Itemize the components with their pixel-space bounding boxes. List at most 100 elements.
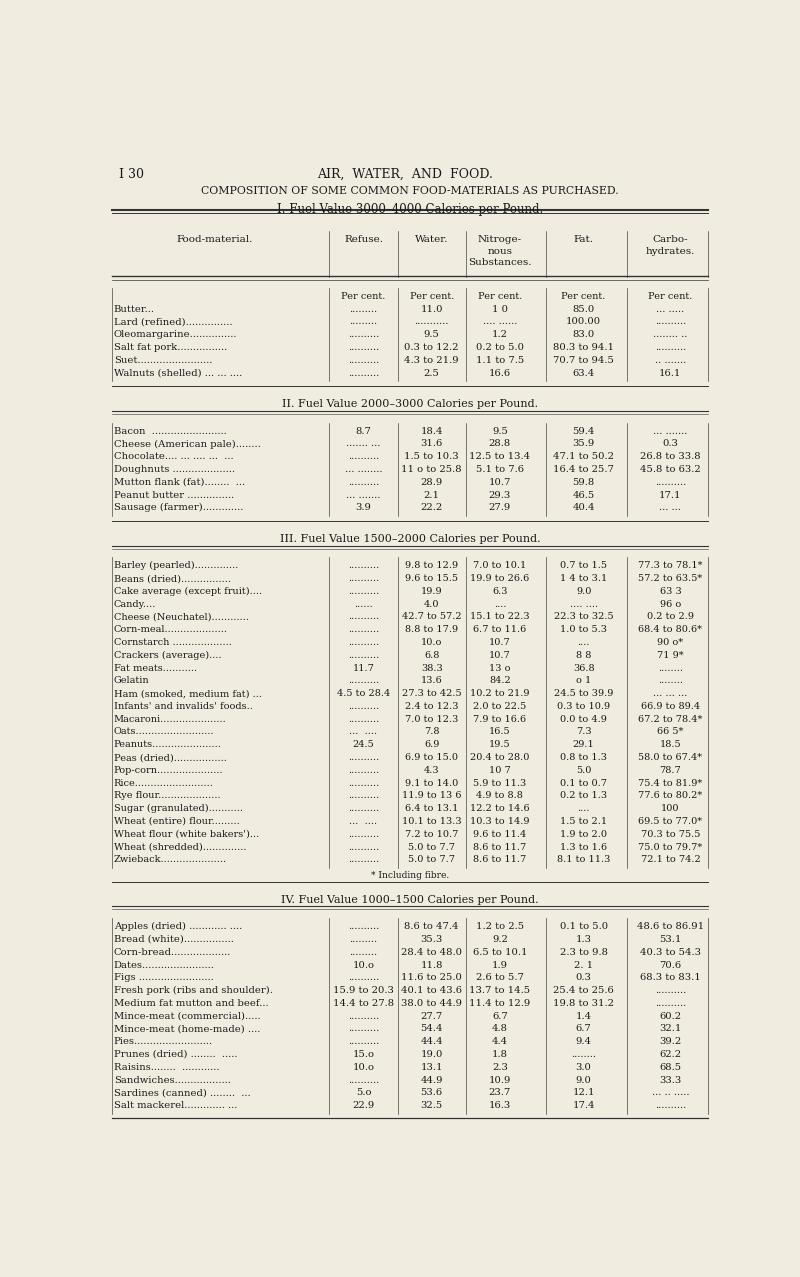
Text: Wheat (entire) flour.........: Wheat (entire) flour......... [114,817,239,826]
Text: 9.1 to 14.0: 9.1 to 14.0 [405,779,458,788]
Text: 13 o: 13 o [489,664,510,673]
Text: ..........: .......... [348,575,379,584]
Text: 3.9: 3.9 [355,503,371,512]
Text: 45.8 to 63.2: 45.8 to 63.2 [640,465,701,474]
Text: 9.6 to 11.4: 9.6 to 11.4 [474,830,526,839]
Text: ..........: .......... [654,999,686,1008]
Text: 63 3: 63 3 [659,587,682,596]
Text: ..........: .......... [348,626,379,635]
Text: 20.4 to 28.0: 20.4 to 28.0 [470,753,530,762]
Text: ..........: .......... [348,702,379,711]
Text: 6.5 to 10.1: 6.5 to 10.1 [473,948,527,956]
Text: 5.0 to 7.7: 5.0 to 7.7 [408,843,455,852]
Text: 0.1 to 5.0: 0.1 to 5.0 [559,922,608,931]
Text: 10.7: 10.7 [489,651,510,660]
Text: ..........: .......... [348,856,379,865]
Text: 68.5: 68.5 [659,1062,682,1071]
Text: ... ........: ... ........ [345,465,382,474]
Text: 3.0: 3.0 [576,1062,591,1071]
Text: 2.5: 2.5 [424,369,440,378]
Text: Mutton flank (fat)........  ...: Mutton flank (fat)........ ... [114,478,245,487]
Text: 1.8: 1.8 [492,1050,508,1059]
Text: 10 7: 10 7 [489,766,510,775]
Text: 1 0: 1 0 [492,305,508,314]
Text: ..........: .......... [654,986,686,995]
Text: ..........: .......... [654,318,686,327]
Text: 1.3: 1.3 [576,935,592,944]
Text: Cornstarch ...................: Cornstarch ................... [114,638,231,647]
Text: III. Fuel Value 1500–2000 Calories per Pound.: III. Fuel Value 1500–2000 Calories per P… [280,534,540,544]
Text: 19.9: 19.9 [421,587,442,596]
Text: 24.5 to 39.9: 24.5 to 39.9 [554,690,614,699]
Text: Per cent.: Per cent. [410,292,454,301]
Text: 24.5: 24.5 [353,741,374,750]
Text: 7.0 to 10.1: 7.0 to 10.1 [474,562,526,571]
Text: ... ...: ... ... [659,503,682,512]
Text: 9.4: 9.4 [576,1037,592,1046]
Text: 0.8 to 1.3: 0.8 to 1.3 [560,753,607,762]
Text: Cheese (Neuchatel)............: Cheese (Neuchatel)............ [114,613,249,622]
Text: 16.5: 16.5 [489,728,510,737]
Text: 44.9: 44.9 [421,1075,443,1084]
Text: 1.4: 1.4 [575,1011,592,1020]
Text: Per cent.: Per cent. [562,292,606,301]
Text: 11.8: 11.8 [421,960,443,969]
Text: ... .......: ... ....... [654,427,687,435]
Text: 5.o: 5.o [356,1088,371,1097]
Text: Mince-meat (commercial).....: Mince-meat (commercial)..... [114,1011,260,1020]
Text: 19.0: 19.0 [421,1050,443,1059]
Text: 58.0 to 67.4*: 58.0 to 67.4* [638,753,702,762]
Text: ..........: .......... [348,331,379,340]
Text: 8.1 to 11.3: 8.1 to 11.3 [557,856,610,865]
Text: 71 9*: 71 9* [657,651,684,660]
Text: Peanut butter ...............: Peanut butter ............... [114,490,234,499]
Text: Figs ........................: Figs ........................ [114,973,214,982]
Text: 17.4: 17.4 [572,1101,595,1110]
Text: 28.9: 28.9 [421,478,443,487]
Text: 9.8 to 12.9: 9.8 to 12.9 [405,562,458,571]
Text: Barley (pearled)..............: Barley (pearled).............. [114,562,238,571]
Text: ..........: .......... [348,651,379,660]
Text: 19.9 to 26.6: 19.9 to 26.6 [470,575,530,584]
Text: 5.0 to 7.7: 5.0 to 7.7 [408,856,455,865]
Text: 0.3 to 12.2: 0.3 to 12.2 [405,344,459,352]
Text: 0.2 to 5.0: 0.2 to 5.0 [476,344,524,352]
Text: 84.2: 84.2 [489,677,510,686]
Text: 27.9: 27.9 [489,503,511,512]
Text: ... ... ...: ... ... ... [654,690,687,699]
Text: 48.6 to 86.91: 48.6 to 86.91 [637,922,704,931]
Text: 36.8: 36.8 [573,664,594,673]
Text: ..........: .......... [348,452,379,461]
Text: Cake average (except fruit)....: Cake average (except fruit).... [114,587,262,596]
Text: ..........: .......... [348,830,379,839]
Text: 10.7: 10.7 [489,478,511,487]
Text: 10.o: 10.o [353,1062,374,1071]
Text: 10.1 to 13.3: 10.1 to 13.3 [402,817,462,826]
Text: 40.4: 40.4 [572,503,595,512]
Text: 16.1: 16.1 [659,369,682,378]
Text: Per cent.: Per cent. [648,292,693,301]
Text: Peas (dried).................: Peas (dried)................. [114,753,226,762]
Text: ..........: .......... [348,344,379,352]
Text: 69.5 to 77.0*: 69.5 to 77.0* [638,817,702,826]
Text: .........: ......... [350,318,378,327]
Text: 75.4 to 81.9*: 75.4 to 81.9* [638,779,702,788]
Text: 47.1 to 50.2: 47.1 to 50.2 [553,452,614,461]
Text: Substances.: Substances. [468,258,532,267]
Text: 100.00: 100.00 [566,318,601,327]
Text: ....: .... [494,600,506,609]
Text: 59.8: 59.8 [573,478,594,487]
Text: 8 8: 8 8 [576,651,591,660]
Text: ........: ........ [571,1050,596,1059]
Text: 68.4 to 80.6*: 68.4 to 80.6* [638,626,702,635]
Text: 19.5: 19.5 [489,741,510,750]
Text: 13.7 to 14.5: 13.7 to 14.5 [470,986,530,995]
Text: Fat.: Fat. [574,235,594,244]
Text: 10.3 to 14.9: 10.3 to 14.9 [470,817,530,826]
Text: 2.0 to 22.5: 2.0 to 22.5 [474,702,526,711]
Text: 22.3 to 32.5: 22.3 to 32.5 [554,613,614,622]
Text: ... .. .....: ... .. ..... [652,1088,689,1097]
Text: 6.4 to 13.1: 6.4 to 13.1 [405,805,458,813]
Text: Chocolate.... ... .... ...  ...: Chocolate.... ... .... ... ... [114,452,234,461]
Text: 12.1: 12.1 [572,1088,595,1097]
